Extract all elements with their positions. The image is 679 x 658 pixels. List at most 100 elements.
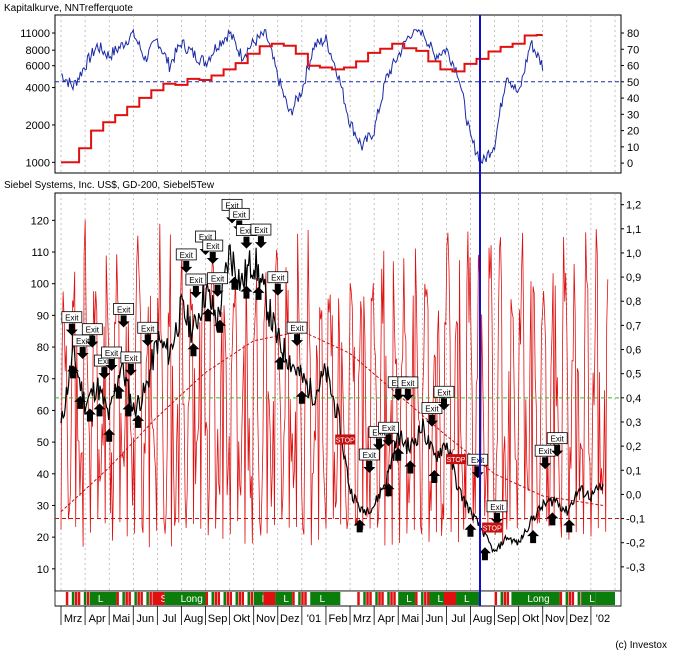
signal-stripe (298, 592, 301, 605)
hit-rate-y-tick-label: 60 (627, 61, 639, 73)
signal-stripe (357, 592, 360, 605)
x-axis-label: Sep (208, 613, 228, 625)
oscillator-y-tick-label: 0,0 (626, 489, 641, 501)
signal-stripe (307, 592, 310, 605)
signal-stripe (566, 592, 569, 605)
exit-flag-label: Exit (363, 451, 377, 460)
signal-stripe (116, 592, 119, 605)
signal-segment (340, 592, 357, 605)
x-axis-label: Sep (497, 613, 517, 625)
signal-stripe (366, 592, 369, 605)
price-y-tick-label: 80 (37, 342, 49, 354)
stop-flag-label: STOP (447, 457, 466, 464)
signal-stripe (507, 592, 510, 605)
equity-y-tick-label: 11000 (20, 28, 50, 40)
copyright-notice: (c) Investox (615, 640, 667, 651)
x-axis-label: Apr (378, 613, 395, 625)
signal-stripe (128, 592, 131, 605)
signal-stripe (393, 592, 396, 605)
exit-flag-label: Exit (471, 456, 485, 465)
signal-stripe (146, 592, 149, 605)
signal-stripe (143, 592, 146, 605)
x-axis-label: Mai (401, 613, 419, 625)
oscillator-y-tick-label: 1,0 (626, 248, 641, 260)
signal-segment-label: L (98, 594, 104, 605)
hit-rate-y-tick-label: 50 (627, 77, 639, 89)
hit-rate-y-tick-label: 10 (627, 142, 639, 154)
x-axis-label: Aug (473, 613, 493, 625)
signal-stripe (418, 592, 421, 605)
exit-flag-label: Exit (76, 337, 90, 346)
signal-stripe (387, 592, 390, 605)
signal-stripe (495, 592, 498, 605)
signal-segment-label: L (406, 594, 412, 605)
signal-segment (596, 592, 615, 605)
x-axis-label: '02 (596, 613, 610, 625)
signal-stripe (421, 592, 424, 605)
price-y-tick-label: 30 (37, 500, 49, 512)
exit-flag-label: Exit (86, 326, 100, 335)
signal-stripe (218, 592, 221, 605)
signal-stripe (84, 592, 87, 605)
signal-stripe (498, 592, 501, 605)
price-y-tick-label: 20 (37, 532, 49, 544)
exit-flag-label: Exit (437, 388, 451, 397)
signal-segment (444, 592, 456, 605)
x-axis-label: Jul (451, 613, 465, 625)
exit-flag-label: Exit (551, 435, 565, 444)
exit-flag-label: Exit (425, 405, 439, 414)
exit-flag-label: Exit (290, 324, 304, 333)
x-axis-label: Mrz (353, 613, 371, 625)
signal-stripe (378, 592, 381, 605)
signal-stripe (510, 592, 512, 605)
x-axis-label: Okt (522, 613, 539, 625)
signal-stripe (310, 592, 311, 605)
x-axis-label: Aug (184, 613, 204, 625)
x-axis-label: Dez (569, 613, 589, 625)
oscillator-y-tick-label: 1,1 (626, 224, 641, 236)
equity-y-tick-label: 8000 (26, 45, 50, 57)
signal-stripe (304, 592, 307, 605)
price-y-tick-label: 50 (37, 437, 49, 449)
hit-rate-y-tick-label: 40 (627, 93, 639, 105)
oscillator-y-tick-label: 0,7 (626, 320, 641, 332)
signal-stripe (560, 592, 563, 605)
signal-stripe (131, 592, 134, 605)
signal-stripe (140, 592, 143, 605)
exit-flag-label: Exit (490, 503, 504, 512)
price-y-tick-label: 120 (31, 215, 49, 227)
hit-rate-y-tick-label: 0 (627, 158, 633, 170)
exit-flag-label: Exit (538, 447, 552, 456)
x-axis-label: Nov (256, 613, 276, 625)
signal-stripe (233, 592, 236, 605)
oscillator-y-tick-label: 0,4 (626, 393, 641, 405)
x-axis-label: Jun (425, 613, 443, 625)
signal-segment-label: L (283, 594, 289, 605)
signal-stripe (301, 592, 304, 605)
exit-flag-label: Exit (141, 324, 155, 333)
signal-stripe (125, 592, 128, 605)
x-axis-label: '01 (307, 613, 321, 625)
signal-stripe (415, 592, 418, 605)
signal-segment-label: L (438, 594, 444, 605)
exit-flag-label: Exit (124, 354, 138, 363)
signal-stripe (81, 592, 84, 605)
oscillator-y-tick-label: 0,5 (626, 369, 641, 381)
x-axis-label: Mai (112, 613, 130, 625)
exit-flag-label: Exit (271, 274, 285, 283)
price-panel-title: Siebel Systems, Inc. US$, GD-200, Siebel… (4, 180, 215, 191)
price-y-tick-label: 110 (31, 247, 49, 259)
oscillator-y-tick-label: 0,3 (626, 417, 641, 429)
hit-rate-y-tick-label: 30 (627, 109, 639, 121)
equity-y-tick-label: 6000 (26, 61, 50, 73)
signal-stripe (390, 592, 393, 605)
signal-stripe (149, 592, 152, 605)
x-axis-label: Apr (89, 613, 106, 625)
exit-flag-label: Exit (211, 275, 225, 284)
signal-stripe (75, 592, 78, 605)
signal-stripe (581, 592, 582, 605)
oscillator-y-tick-label: 0,1 (626, 465, 641, 477)
price-y-tick-label: 70 (37, 374, 49, 386)
oscillator-y-tick-label: 0,6 (626, 345, 641, 357)
signal-stripe (292, 592, 295, 605)
